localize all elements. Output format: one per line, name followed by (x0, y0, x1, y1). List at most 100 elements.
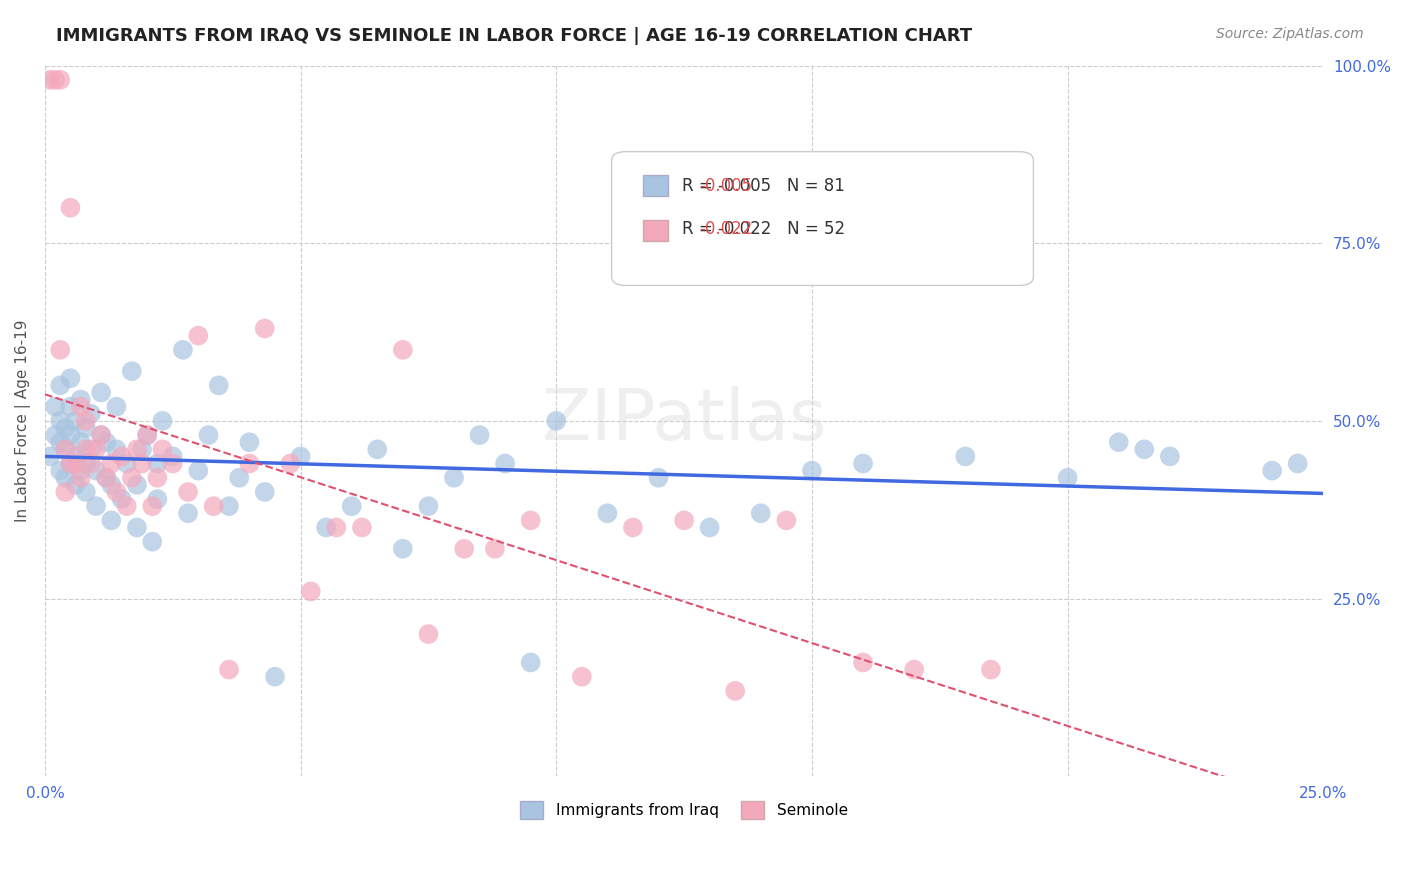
Seminole (69, 471, 91, 485)
Immigrants from Iraq (49, 464, 72, 478)
Immigrants from Iraq (65, 450, 87, 464)
Immigrants from Iraq (238, 435, 260, 450)
Seminole (115, 499, 138, 513)
Seminole (852, 656, 875, 670)
Immigrants from Iraq (253, 485, 276, 500)
Immigrants from Iraq (366, 442, 388, 457)
Immigrants from Iraq (749, 506, 772, 520)
Immigrants from Iraq (177, 506, 200, 520)
Seminole (110, 450, 132, 464)
Immigrants from Iraq (443, 471, 465, 485)
Seminole (75, 442, 97, 457)
Immigrants from Iraq (100, 478, 122, 492)
Seminole (325, 520, 347, 534)
Immigrants from Iraq (75, 485, 97, 500)
Immigrants from Iraq (44, 400, 66, 414)
Immigrants from Iraq (596, 506, 619, 520)
Immigrants from Iraq (800, 464, 823, 478)
Immigrants from Iraq (49, 414, 72, 428)
Seminole (75, 414, 97, 428)
Seminole (519, 513, 541, 527)
Immigrants from Iraq (80, 442, 103, 457)
Immigrants from Iraq (39, 450, 62, 464)
Immigrants from Iraq (187, 464, 209, 478)
Immigrants from Iraq (1159, 450, 1181, 464)
Seminole (90, 428, 112, 442)
Seminole (202, 499, 225, 513)
Seminole (280, 457, 302, 471)
Immigrants from Iraq (125, 478, 148, 492)
Immigrants from Iraq (59, 400, 82, 414)
Y-axis label: In Labor Force | Age 16-19: In Labor Force | Age 16-19 (15, 319, 31, 522)
Immigrants from Iraq (228, 471, 250, 485)
Text: R = -0.022   N = 52: R = -0.022 N = 52 (682, 220, 845, 238)
Immigrants from Iraq (49, 435, 72, 450)
Immigrants from Iraq (69, 435, 91, 450)
Seminole (350, 520, 373, 534)
Seminole (121, 471, 143, 485)
Immigrants from Iraq (105, 442, 128, 457)
Immigrants from Iraq (146, 457, 169, 471)
Seminole (218, 663, 240, 677)
Immigrants from Iraq (84, 499, 107, 513)
Seminole (49, 72, 72, 87)
Immigrants from Iraq (65, 414, 87, 428)
Seminole (162, 457, 184, 471)
Seminole (177, 485, 200, 500)
Seminole (49, 343, 72, 357)
Immigrants from Iraq (468, 428, 491, 442)
Seminole (238, 457, 260, 471)
Seminole (53, 485, 76, 500)
Immigrants from Iraq (1108, 435, 1130, 450)
Immigrants from Iraq (53, 442, 76, 457)
Text: Source: ZipAtlas.com: Source: ZipAtlas.com (1216, 27, 1364, 41)
Seminole (96, 471, 118, 485)
Immigrants from Iraq (136, 428, 159, 442)
Immigrants from Iraq (152, 414, 174, 428)
Text: -0.005: -0.005 (699, 177, 752, 194)
Immigrants from Iraq (75, 457, 97, 471)
Seminole (131, 457, 153, 471)
Immigrants from Iraq (110, 491, 132, 506)
Immigrants from Iraq (100, 513, 122, 527)
Seminole (392, 343, 415, 357)
Seminole (105, 485, 128, 500)
Immigrants from Iraq (162, 450, 184, 464)
Immigrants from Iraq (340, 499, 363, 513)
Immigrants from Iraq (647, 471, 669, 485)
Legend: Immigrants from Iraq, Seminole: Immigrants from Iraq, Seminole (515, 795, 853, 825)
Seminole (146, 471, 169, 485)
Immigrants from Iraq (59, 428, 82, 442)
Immigrants from Iraq (197, 428, 219, 442)
Immigrants from Iraq (1056, 471, 1078, 485)
Immigrants from Iraq (84, 464, 107, 478)
Immigrants from Iraq (1133, 442, 1156, 457)
Seminole (80, 457, 103, 471)
Seminole (253, 321, 276, 335)
Text: R = -0.005   N = 81: R = -0.005 N = 81 (682, 177, 845, 194)
Immigrants from Iraq (69, 464, 91, 478)
Seminole (44, 72, 66, 87)
Immigrants from Iraq (264, 670, 287, 684)
Immigrants from Iraq (90, 428, 112, 442)
Text: -0.022: -0.022 (699, 220, 752, 238)
Seminole (980, 663, 1002, 677)
Immigrants from Iraq (141, 534, 163, 549)
Seminole (299, 584, 322, 599)
Seminole (84, 442, 107, 457)
Text: ZIPatlas: ZIPatlas (541, 386, 827, 456)
Seminole (775, 513, 797, 527)
Seminole (141, 499, 163, 513)
Immigrants from Iraq (65, 478, 87, 492)
Immigrants from Iraq (75, 421, 97, 435)
Immigrants from Iraq (494, 457, 516, 471)
Immigrants from Iraq (131, 442, 153, 457)
Immigrants from Iraq (955, 450, 977, 464)
Immigrants from Iraq (546, 414, 568, 428)
Immigrants from Iraq (519, 656, 541, 670)
Seminole (136, 428, 159, 442)
Text: IMMIGRANTS FROM IRAQ VS SEMINOLE IN LABOR FORCE | AGE 16-19 CORRELATION CHART: IMMIGRANTS FROM IRAQ VS SEMINOLE IN LABO… (56, 27, 973, 45)
Immigrants from Iraq (315, 520, 337, 534)
Immigrants from Iraq (418, 499, 440, 513)
Immigrants from Iraq (53, 421, 76, 435)
